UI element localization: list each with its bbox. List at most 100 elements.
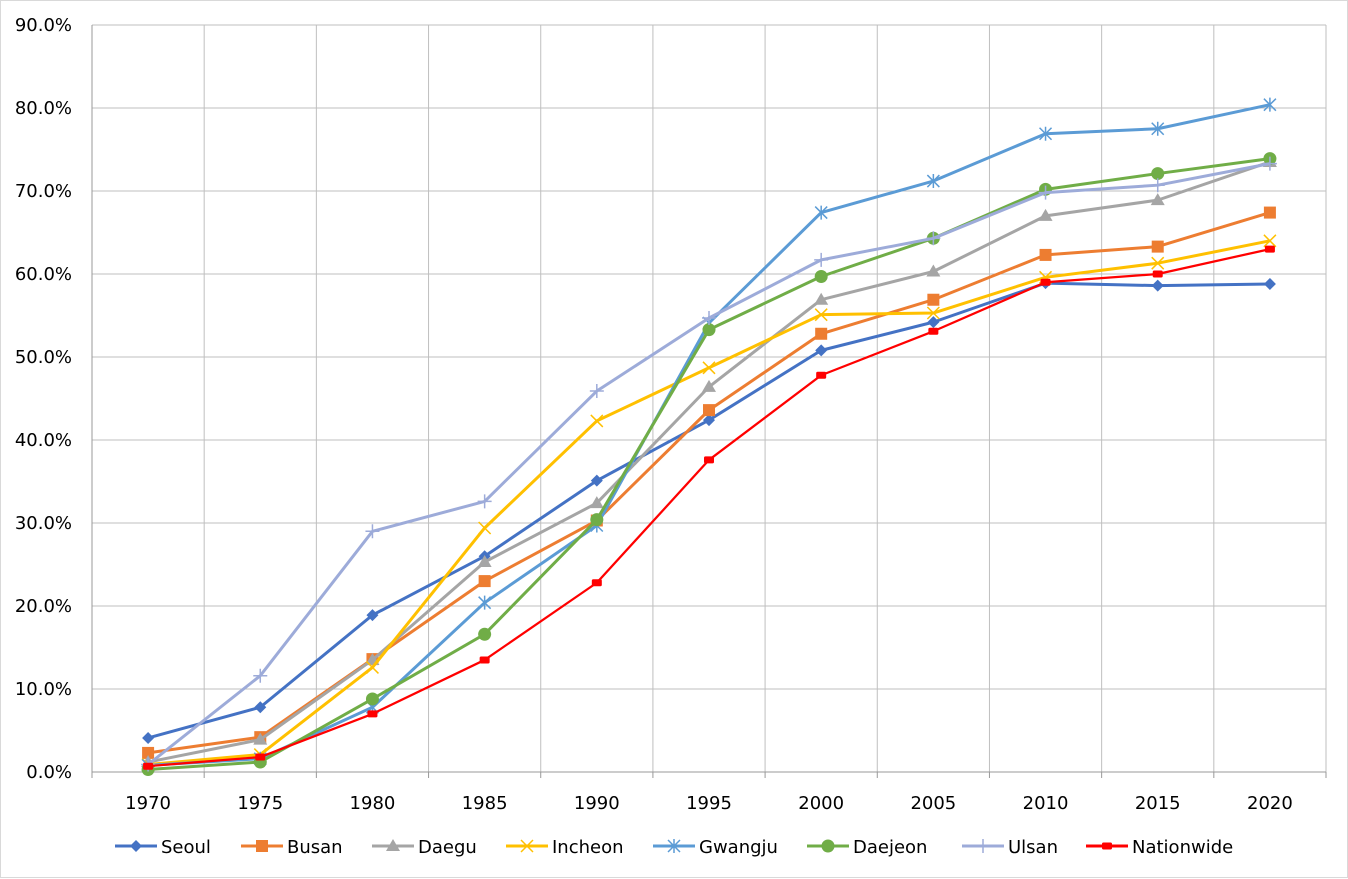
data-point-ulsan: [1038, 185, 1053, 200]
data-point-daegu: [926, 264, 941, 277]
y-tick-label: 30.0%: [15, 513, 72, 534]
data-point-nationwide: [928, 327, 939, 335]
legend-label-nationwide: Nationwide: [1132, 837, 1233, 858]
data-point-ulsan: [253, 668, 268, 683]
data-point-daejeon: [702, 323, 716, 337]
data-point-daejeon: [590, 513, 604, 527]
legend-item-busan: Busan: [241, 837, 343, 858]
x-tick-label: 2005: [910, 793, 956, 814]
y-tick-label: 50.0%: [15, 347, 72, 368]
legend-marker-incheon: [520, 839, 534, 853]
data-point-busan: [815, 327, 828, 340]
legend-label-seoul: Seoul: [161, 837, 211, 858]
data-point-busan: [1039, 248, 1052, 261]
data-point-daegu: [1150, 193, 1165, 206]
data-point-gwangju: [1263, 97, 1277, 112]
series-ulsan: [141, 156, 1277, 772]
data-point-busan: [1263, 206, 1276, 219]
legend-marker-ulsan: [976, 839, 990, 853]
data-point-busan: [1151, 240, 1164, 253]
data-point-seoul: [815, 344, 828, 357]
legend-label-gwangju: Gwangju: [699, 837, 778, 858]
data-point-seoul: [590, 474, 603, 487]
y-tick-label: 90.0%: [15, 15, 72, 36]
data-point-ulsan: [926, 231, 941, 246]
data-point-busan: [703, 404, 715, 417]
data-point-ulsan: [702, 310, 716, 325]
y-tick-label: 80.0%: [15, 98, 72, 119]
data-point-ulsan: [365, 524, 380, 539]
data-point-nationwide: [479, 656, 490, 664]
y-tick-label: 70.0%: [15, 181, 72, 202]
legend-item-daejeon: Daejeon: [807, 837, 927, 858]
data-point-seoul: [927, 316, 940, 329]
data-point-nationwide: [1152, 270, 1163, 278]
x-tick-label: 1970: [125, 793, 171, 814]
legend-label-busan: Busan: [287, 837, 343, 858]
data-point-gwangju: [926, 174, 940, 189]
legend-marker-nationwide: [1102, 842, 1112, 850]
data-point-incheon: [1151, 256, 1165, 270]
data-point-seoul: [254, 701, 267, 714]
legend-label-incheon: Incheon: [552, 837, 624, 858]
data-point-nationwide: [591, 579, 602, 587]
legend-label-daegu: Daegu: [418, 837, 477, 858]
data-point-daegu: [814, 292, 829, 305]
data-point-incheon: [478, 521, 492, 535]
legend-marker-daegu: [386, 839, 400, 851]
y-tick-label: 10.0%: [15, 679, 72, 700]
x-tick-label: 2020: [1247, 793, 1293, 814]
axes: 0.0% 10.0% 20.0% 30.0% 40.0% 50.0% 60.0% 70.0% 8…: [15, 15, 1327, 814]
data-point-nationwide: [367, 710, 378, 718]
data-point-gwangju: [1039, 126, 1053, 141]
legend-item-daegu: Daegu: [372, 837, 477, 858]
data-point-incheon: [814, 308, 828, 322]
data-point-gwangju: [478, 595, 492, 610]
legend-label-ulsan: Ulsan: [1008, 837, 1058, 858]
series-lines: [141, 97, 1277, 777]
legend-item-seoul: Seoul: [115, 837, 211, 858]
data-point-gwangju: [814, 205, 828, 220]
data-point-daegu: [253, 732, 268, 745]
data-point-busan: [142, 746, 155, 759]
y-tick-label: 40.0%: [15, 430, 72, 451]
data-point-seoul: [703, 414, 715, 427]
x-tick-label: 1995: [686, 793, 732, 814]
legend-label-daejeon: Daejeon: [853, 837, 927, 858]
data-point-nationwide: [704, 456, 714, 464]
y-tick-label: 20.0%: [15, 596, 72, 617]
data-point-daegu: [1038, 208, 1053, 221]
x-tick-label: 1990: [574, 793, 620, 814]
data-point-ulsan: [477, 494, 492, 509]
data-point-daegu: [589, 496, 604, 509]
data-point-ulsan: [814, 252, 829, 267]
x-tick-label: 2015: [1135, 793, 1181, 814]
series-nationwide: [143, 245, 1275, 770]
legend-item-incheon: Incheon: [506, 837, 624, 858]
series-seoul: [142, 277, 1276, 744]
legend-marker-seoul: [130, 840, 142, 852]
y-tick-label: 0.0%: [26, 762, 72, 783]
data-point-gwangju: [1151, 121, 1165, 136]
data-point-incheon: [1263, 234, 1277, 248]
x-tick-label: 2000: [798, 793, 844, 814]
data-point-seoul: [142, 731, 155, 744]
legend: Seoul Busan Daegu Incheon Gwangju Daejeon Ulsa…: [115, 837, 1233, 858]
gridlines: [91, 24, 1327, 772]
legend-marker-gwangju: [667, 839, 681, 853]
series-busan: [142, 206, 1276, 759]
data-point-seoul: [1263, 277, 1276, 290]
data-point-ulsan: [589, 384, 604, 399]
data-point-incheon: [590, 414, 604, 428]
x-tick-label: 1975: [237, 793, 283, 814]
data-point-daejeon: [478, 627, 492, 641]
y-tick-label: 60.0%: [15, 264, 72, 285]
data-point-daejeon: [1151, 167, 1165, 181]
data-point-nationwide: [255, 753, 266, 761]
data-point-daejeon: [814, 269, 828, 283]
data-point-ulsan: [1262, 156, 1277, 171]
data-point-incheon: [702, 361, 716, 375]
x-tick-label: 1980: [350, 793, 396, 814]
data-point-seoul: [366, 609, 379, 622]
